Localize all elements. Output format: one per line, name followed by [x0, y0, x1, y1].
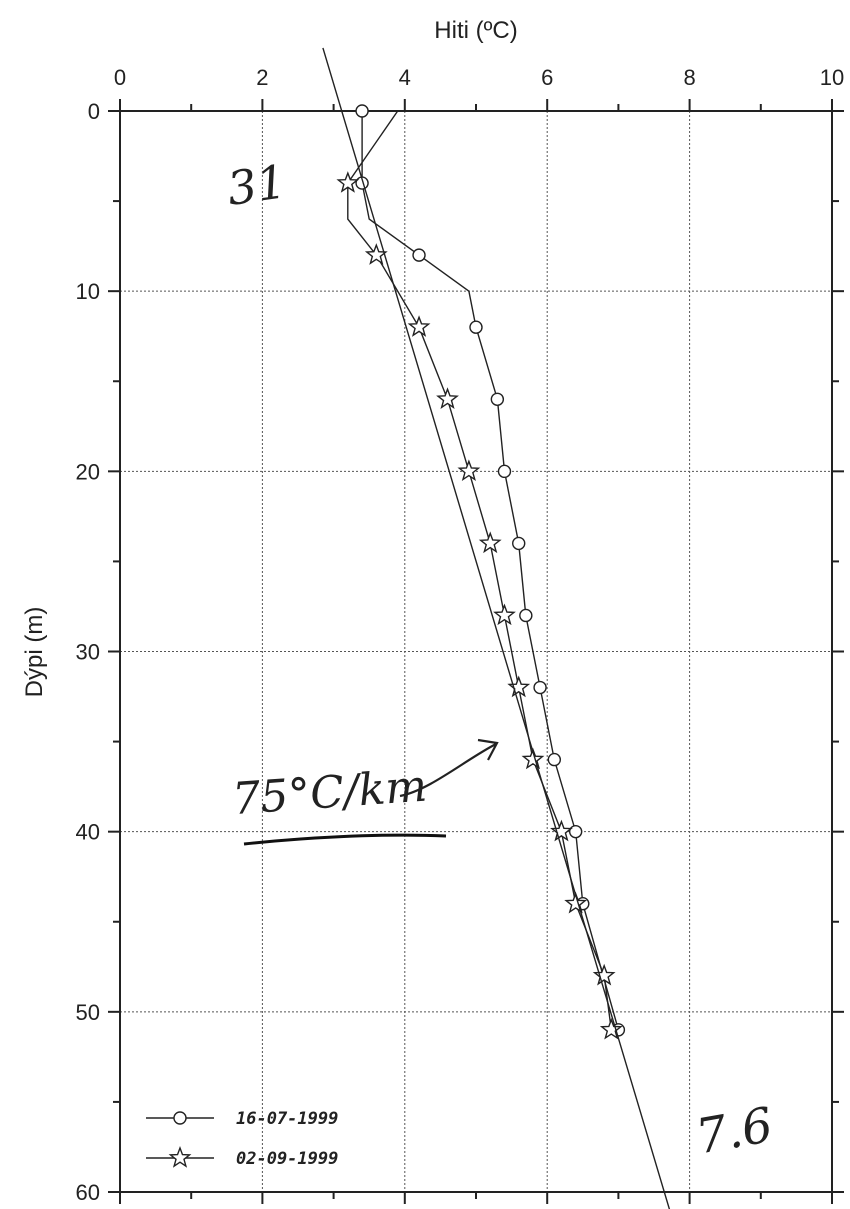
grid-layer: [120, 111, 832, 1192]
data-point-star: [407, 315, 431, 337]
data-point-star: [457, 459, 481, 482]
y-tick-label: 60: [76, 1180, 100, 1205]
data-point-star: [521, 747, 545, 770]
legend-label-1: 02-09-1999: [236, 1149, 338, 1169]
gradient-fit-line: [322, 47, 671, 1209]
data-point-star: [592, 963, 616, 986]
data-point-star: [493, 603, 516, 626]
data-point-circle: [533, 680, 547, 695]
legend-marker-circle: [173, 1111, 187, 1125]
data-point-circle: [512, 536, 526, 551]
annotation-gradient: 75°C/km: [231, 761, 429, 825]
y-tick-label: 40: [76, 820, 100, 845]
data-point-star: [436, 387, 459, 409]
y-axis-title: Dýpi (m): [21, 607, 48, 698]
x-tick-label: 6: [541, 65, 553, 90]
legend-marker-star: [168, 1146, 192, 1168]
x-tick-label: 4: [399, 65, 411, 90]
data-point-circle: [355, 104, 369, 118]
data-point-circle: [568, 824, 583, 839]
data-point-circle: [497, 464, 512, 479]
annotation-7-6: 7.6: [692, 1097, 777, 1165]
data-point-circle: [412, 248, 426, 262]
annotation-31: 31: [224, 154, 289, 216]
y-tick-label: 10: [76, 279, 100, 304]
y-tick-label: 20: [76, 459, 100, 484]
data-point-star: [478, 531, 502, 554]
data-point-star: [564, 891, 588, 914]
tick-layer: 0 2 4 6 8 10 0 10 20 30 40 50 60: [76, 65, 845, 1205]
annotation-arrow: [399, 738, 499, 798]
data-point-star: [550, 819, 573, 842]
data-point-circle: [490, 392, 505, 406]
annotation-underline: [243, 833, 447, 846]
series-line-1: [347, 110, 612, 1030]
legend-label-0: 16-07-1999: [236, 1109, 338, 1129]
data-point-circle: [547, 752, 562, 767]
legend: 16-07-1999 02-09-1999: [146, 1109, 338, 1169]
x-axis-title: Hiti (ºC): [434, 17, 517, 44]
series-line-0: [361, 111, 620, 1030]
y-tick-label: 50: [76, 1000, 100, 1025]
y-tick-label: 30: [76, 640, 100, 665]
x-tick-label: 2: [256, 65, 268, 90]
data-point-circle: [519, 608, 533, 623]
x-tick-label: 10: [820, 65, 844, 90]
x-tick-label: 8: [683, 65, 695, 90]
data-point-star: [599, 1017, 623, 1040]
data-point-star: [336, 171, 360, 193]
data-point-circle: [469, 320, 483, 334]
data-point-star: [507, 675, 531, 698]
y-tick-label: 0: [88, 99, 100, 124]
x-tick-label: 0: [114, 65, 126, 90]
